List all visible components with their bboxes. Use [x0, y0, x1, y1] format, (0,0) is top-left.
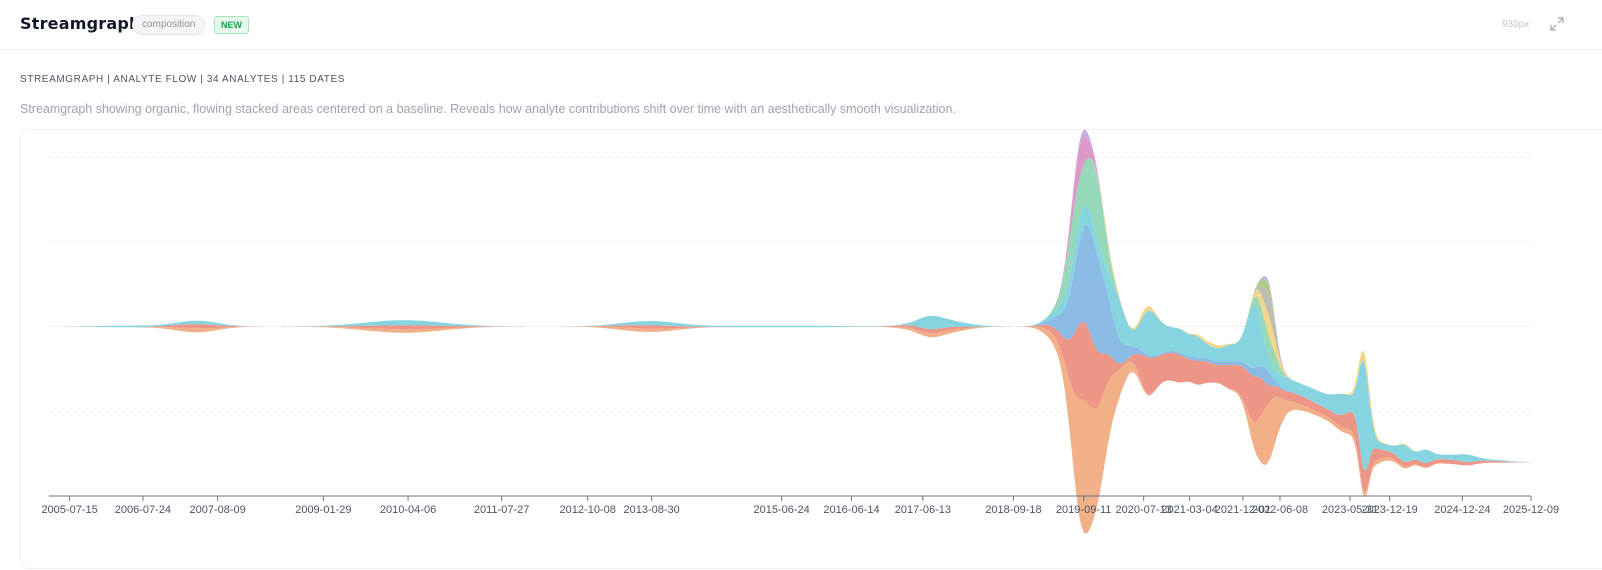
chart-meta: STREAMGRAPH | ANALYTE FLOW | 34 ANALYTES…	[20, 74, 346, 85]
x-tick-label: 2007-08-09	[190, 504, 246, 516]
stream-analyte-d	[49, 205, 1531, 471]
x-tick-label: 2019-09-11	[1056, 504, 1111, 516]
x-tick-label: 2020-07-13	[1116, 504, 1172, 516]
stream-analyte-g	[49, 136, 1531, 462]
x-tick-label: 2017-06-13	[895, 504, 951, 516]
category-tag[interactable]: composition	[132, 15, 206, 35]
x-tick-label: 2006-07-24	[115, 504, 171, 516]
card-header: Streamgraph composition NEW 930px	[0, 0, 1602, 50]
stream-analyte-a	[49, 326, 1531, 534]
x-tick-label: 2009-01-29	[295, 504, 351, 516]
x-tick-label: 2015-06-24	[754, 504, 810, 516]
x-tick-label: 2016-06-14	[823, 504, 879, 516]
stream-analyte-b	[49, 321, 1531, 493]
x-tick-label: 2024-12-24	[1434, 504, 1490, 516]
streamgraph-chart: 2005-07-15 2006-07-24 2007-08-09 2009-01-29…	[41, 130, 1559, 534]
x-tick-label: 2022-06-08	[1252, 504, 1308, 516]
chart-description: Streamgraph showing organic, flowing sta…	[20, 102, 956, 116]
x-tick-label: 2012-10-08	[560, 504, 616, 516]
x-tick-label: 2010-04-06	[380, 504, 436, 516]
new-badge: NEW	[214, 16, 249, 34]
expand-icon[interactable]	[1550, 17, 1564, 31]
stream-analyte-e	[49, 158, 1531, 462]
x-tick-label: 2021-03-04	[1161, 504, 1217, 516]
stream-analyte-i	[49, 136, 1531, 462]
stream-analyte-f	[49, 158, 1531, 462]
x-tick-label: 2021-12-01	[1215, 504, 1271, 516]
chart-title: Streamgraph	[20, 14, 141, 33]
x-tick-label: 2025-12-09	[1503, 504, 1559, 516]
x-tick-label: 2023-05-31	[1322, 504, 1378, 516]
x-tick-label: 2018-09-18	[985, 504, 1041, 516]
stream-analyte-c	[49, 224, 1531, 471]
x-tick-label: 2005-07-15	[41, 504, 97, 516]
x-tick-label: 2023-12-19	[1361, 504, 1417, 516]
x-tick-label: 2013-08-30	[624, 504, 680, 516]
x-tick-label: 2011-07-27	[474, 504, 529, 516]
stream-analyte-h	[49, 136, 1531, 462]
chart-card: 2005-07-15 2006-07-24 2007-08-09 2009-01-29…	[20, 129, 1602, 569]
size-label: 930px	[1502, 19, 1530, 30]
